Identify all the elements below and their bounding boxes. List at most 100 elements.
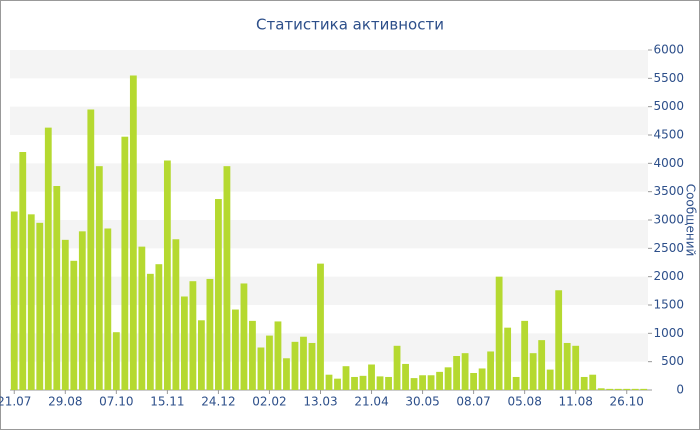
bar <box>274 321 282 390</box>
bar <box>163 160 171 390</box>
y-tick-label: 1500 <box>653 298 684 312</box>
bar <box>589 374 597 390</box>
bar <box>112 332 120 390</box>
bar <box>385 376 392 390</box>
bar <box>27 214 35 390</box>
bar <box>180 296 188 390</box>
bar <box>121 136 129 390</box>
bar <box>504 327 512 390</box>
bar <box>606 388 614 390</box>
bar <box>61 239 69 390</box>
grid-band <box>10 163 648 192</box>
bar <box>342 366 350 390</box>
y-tick-label: 4000 <box>653 156 684 170</box>
y-tick-label: 1000 <box>653 326 684 340</box>
bar <box>572 345 580 390</box>
bar <box>351 376 358 390</box>
bar <box>368 364 375 390</box>
bar <box>427 375 435 390</box>
bar <box>104 228 112 390</box>
y-tick-label: 0 <box>676 383 684 397</box>
y-tick-label: 2000 <box>653 269 684 283</box>
bar <box>308 342 316 390</box>
bar <box>78 231 86 390</box>
bar <box>410 378 418 390</box>
bar <box>146 273 154 390</box>
bar <box>580 376 588 390</box>
bar <box>189 281 197 390</box>
bar <box>334 378 341 390</box>
x-tick-label: 11.08 <box>559 395 593 409</box>
bar <box>95 166 103 390</box>
x-tick-label: 15.11 <box>150 395 184 409</box>
x-tick-label: 08.07 <box>456 395 490 409</box>
bar <box>402 363 409 390</box>
bar <box>317 263 324 390</box>
bar <box>623 388 631 390</box>
x-tick-label: 13.03 <box>303 395 337 409</box>
bar <box>87 109 95 390</box>
bar <box>487 351 495 390</box>
bar <box>640 388 648 390</box>
bar <box>257 347 265 390</box>
bar <box>10 211 18 390</box>
x-tick-label: 05.08 <box>507 395 541 409</box>
bar <box>223 166 231 390</box>
bar <box>376 376 384 390</box>
bar <box>19 152 27 390</box>
x-tick-label: 21.07 <box>0 395 31 409</box>
bar <box>206 278 214 390</box>
bar <box>283 358 290 390</box>
bar <box>129 75 137 390</box>
bar <box>546 369 554 390</box>
bar <box>461 353 469 390</box>
grid-band <box>10 220 648 249</box>
y-tick-label: 2500 <box>653 241 684 255</box>
bar <box>300 336 307 390</box>
bar <box>419 375 426 390</box>
y-tick-label: 5500 <box>653 71 684 85</box>
y-tick-label: 3000 <box>653 213 684 227</box>
bar <box>597 388 605 390</box>
bar <box>172 239 180 390</box>
bar <box>215 199 222 390</box>
y-axis-label: Сообщений <box>684 184 698 257</box>
bar <box>53 186 61 390</box>
chart-title: Статистика активности <box>256 16 444 34</box>
bar <box>36 222 44 390</box>
bar <box>555 290 563 390</box>
bar <box>197 320 205 390</box>
bar <box>249 320 256 390</box>
x-tick-label: 02.02 <box>252 395 286 409</box>
bar <box>563 342 571 390</box>
bar <box>521 320 529 390</box>
bar <box>266 335 273 390</box>
grid-band <box>10 106 648 135</box>
x-tick-label: 24.12 <box>201 395 235 409</box>
bar <box>232 309 239 390</box>
bar <box>44 127 52 390</box>
bar <box>470 373 478 390</box>
bar <box>478 368 486 390</box>
x-tick-label: 29.08 <box>48 395 82 409</box>
bar <box>538 340 546 390</box>
x-tick-label: 07.10 <box>99 395 133 409</box>
x-tick-label: 30.05 <box>405 395 439 409</box>
bar <box>291 341 299 390</box>
y-tick-label: 3500 <box>653 184 684 198</box>
bar <box>138 246 146 390</box>
bar <box>495 276 503 390</box>
x-tick-label: 21.04 <box>354 395 388 409</box>
y-tick-label: 500 <box>661 354 684 368</box>
bar <box>393 345 401 390</box>
bar <box>512 376 520 390</box>
bar <box>325 374 333 390</box>
bar <box>453 356 461 390</box>
bar <box>444 367 452 390</box>
bar <box>631 388 639 390</box>
bar <box>436 371 443 390</box>
y-tick-label: 6000 <box>653 43 684 57</box>
bar <box>70 260 78 390</box>
y-tick-label: 5000 <box>653 99 684 113</box>
